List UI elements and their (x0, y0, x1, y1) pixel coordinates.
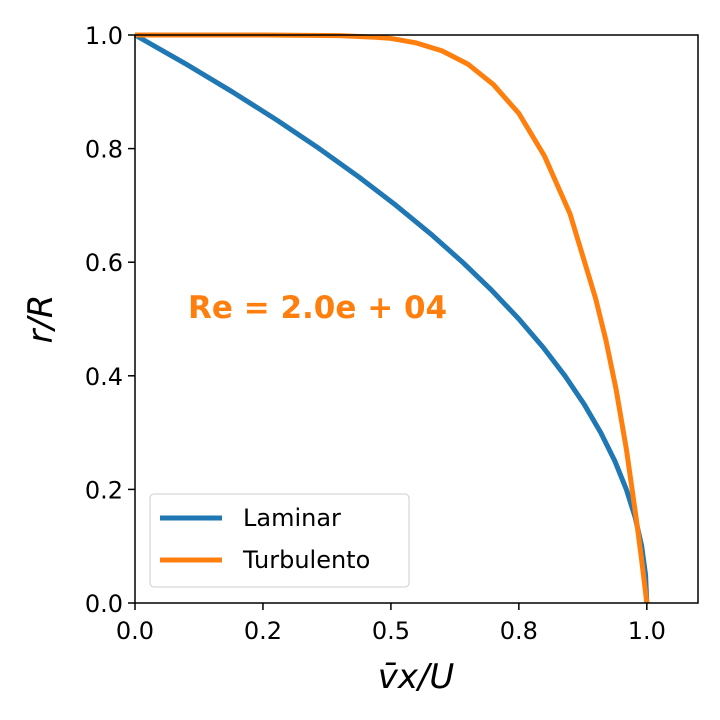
legend-label-laminar: Laminar (243, 504, 341, 532)
y-tick-label: 0.4 (85, 363, 123, 391)
reynolds-annotation: Re = 2.0e + 04 (188, 290, 447, 326)
x-tick-label: 0.5 (372, 617, 410, 645)
y-tick-label: 1.0 (85, 22, 123, 50)
y-tick-label: 0.2 (85, 476, 123, 504)
series-line-turbulento (135, 32, 650, 604)
legend-label-turbulento: Turbulento (242, 546, 370, 574)
y-tick-label: 0.8 (85, 136, 123, 164)
y-axis-label: r/R (21, 294, 61, 343)
x-tick-label: 0.8 (500, 617, 538, 645)
y-tick-label: 0.0 (85, 590, 123, 618)
x-axis-label: v̄x/U (378, 657, 455, 697)
x-tick-label: 0.0 (116, 617, 154, 645)
plot-frame (134, 34, 699, 604)
y-tick-label: 0.6 (85, 249, 123, 277)
x-tick-label: 1.0 (628, 617, 666, 645)
legend: Laminar Turbulento (149, 493, 410, 588)
x-tick-label: 0.2 (244, 617, 282, 645)
